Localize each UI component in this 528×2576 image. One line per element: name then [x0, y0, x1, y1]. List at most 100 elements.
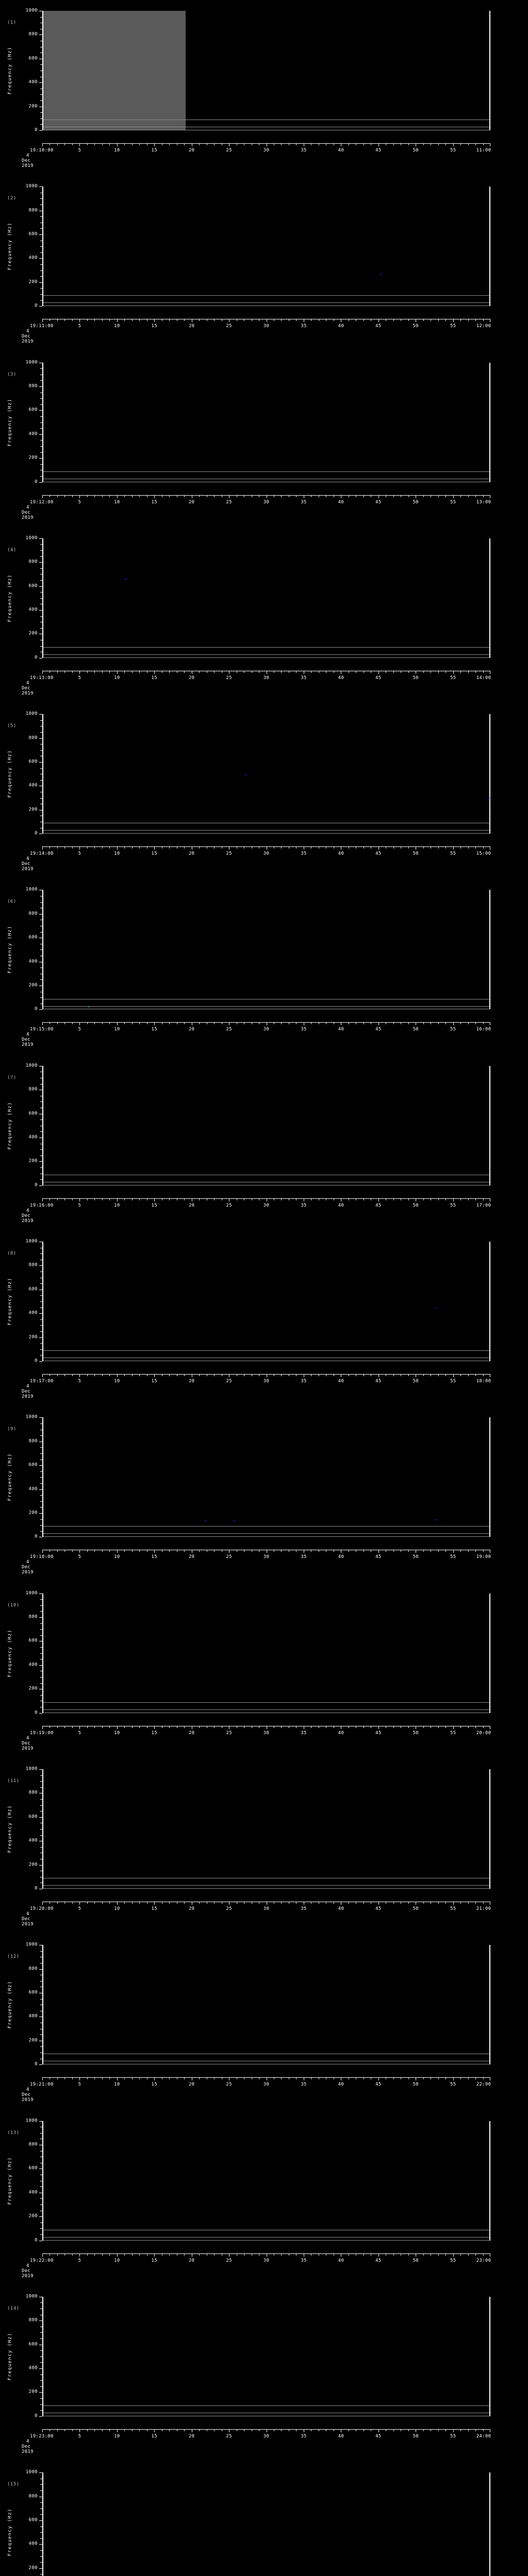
x-axis-date-label-day: 4	[26, 1032, 29, 1038]
y-axis-minor-tick	[40, 428, 42, 429]
frequency-guide-line	[42, 1702, 490, 1703]
x-axis-tick-label: 20	[188, 1027, 195, 1032]
y-axis-tick-label: 600	[28, 935, 38, 940]
plot-area-wrapper: (1) Frequency (Hz) 0 200 400 600 800 1000 19:10:…	[0, 0, 528, 176]
x-axis-minor-tick	[199, 319, 200, 321]
x-axis-minor-tick	[438, 670, 439, 673]
x-axis-tick-label: 50	[412, 1202, 419, 1208]
y-axis-minor-tick	[40, 1787, 42, 1788]
y-axis-major-tick	[39, 1009, 42, 1010]
frequency-guide-line	[42, 654, 490, 655]
panel-index-label: (8)	[7, 1251, 16, 1257]
x-axis-minor-tick	[102, 2253, 103, 2256]
x-axis-minor-tick	[124, 2429, 125, 2431]
panel-index-label: (14)	[7, 2306, 20, 2311]
y-axis-minor-tick	[40, 1611, 42, 1612]
y-axis-minor-tick	[40, 1471, 42, 1472]
panel-index-label: (1)	[7, 20, 16, 25]
x-axis-date-label-day: 4	[26, 1560, 29, 1565]
y-axis-tick-label: 200	[28, 2213, 38, 2219]
y-axis-minor-tick	[40, 979, 42, 980]
x-axis-minor-tick	[124, 846, 125, 849]
x-axis-tick-label: 25	[226, 324, 232, 329]
y-axis-minor-tick	[40, 100, 42, 101]
plot-right-axis-line	[489, 11, 490, 130]
plot-area-wrapper: (14) Frequency (Hz) 0 200 400 600 800 1000 19:23…	[0, 2286, 528, 2462]
plot-box: 0 200 400 600 800 1000	[26, 1767, 490, 1891]
x-axis-minor-tick	[393, 670, 394, 673]
x-axis-end-time-label: 21:00	[476, 1906, 491, 1911]
y-axis-tick-label: 0	[35, 1710, 38, 1716]
plot-area-wrapper: (13) Frequency (Hz) 0 200 400 600 800 1000 19:22…	[0, 2110, 528, 2286]
y-axis-minor-tick	[40, 720, 42, 721]
x-axis-date-label-year: 2019	[22, 2449, 34, 2454]
x-axis-end-time-label: 19:00	[476, 1554, 491, 1560]
x-axis-tick-label: 40	[338, 675, 344, 681]
y-axis-minor-tick	[40, 2332, 42, 2333]
y-axis-minor-tick	[40, 64, 42, 65]
x-axis-minor-tick	[139, 846, 140, 849]
x-axis	[42, 2253, 490, 2257]
x-axis-tick-label: 35	[301, 675, 307, 681]
y-axis-major-tick	[39, 610, 42, 611]
x-axis-minor-tick	[169, 670, 170, 673]
x-axis-minor-tick	[139, 2253, 140, 2256]
panel-index-label: (12)	[7, 1954, 20, 1960]
x-axis-minor-tick	[72, 495, 73, 497]
x-axis	[42, 1198, 490, 1201]
x-axis-start-time-label: 19:18:00	[30, 1554, 54, 1560]
y-axis-minor-tick	[40, 1179, 42, 1180]
x-axis-major-tick	[117, 143, 118, 146]
x-axis-minor-tick	[475, 143, 476, 145]
y-axis-tick-label: 800	[28, 1790, 38, 1795]
y-axis-major-tick	[39, 1817, 42, 1818]
x-axis-minor-tick	[72, 1725, 73, 1728]
x-axis-minor-tick	[87, 495, 88, 497]
x-axis-tick-label: 20	[188, 1730, 195, 1736]
x-axis-end-time-label: 20:00	[476, 1730, 491, 1736]
y-axis-minor-tick	[40, 1647, 42, 1648]
x-axis-minor-tick	[423, 670, 424, 673]
x-axis-minor-tick	[281, 2077, 282, 2080]
x-axis-tick-label: 50	[412, 2433, 419, 2439]
x-axis-tick-label: 10	[114, 324, 120, 329]
y-axis-minor-tick	[40, 216, 42, 217]
x-axis-minor-tick	[438, 846, 439, 849]
y-axis-minor-tick	[40, 246, 42, 247]
detection-marker	[125, 578, 127, 580]
frequency-guide-line	[42, 1526, 490, 1527]
x-axis-minor-tick	[139, 2429, 140, 2431]
y-axis-tick-label: 600	[28, 2517, 38, 2523]
x-axis-minor-tick	[483, 495, 484, 497]
x-axis-major-tick	[378, 846, 379, 850]
y-axis-minor-tick	[40, 646, 42, 647]
x-axis-tick-label: 30	[263, 1906, 270, 1911]
x-axis-tick-label: 20	[188, 2433, 195, 2439]
x-axis-tick-label: 20	[188, 2258, 195, 2263]
y-axis-tick-label: 1000	[25, 887, 38, 892]
x-axis-end-time-label: 22:00	[476, 2082, 491, 2088]
x-axis-minor-tick	[57, 1725, 58, 1728]
x-axis-minor-tick	[468, 2429, 469, 2431]
x-axis-minor-tick	[169, 2253, 170, 2256]
y-axis-major-tick	[39, 482, 42, 483]
y-axis-minor-tick	[40, 2338, 42, 2340]
y-axis-minor-tick	[40, 1605, 42, 1606]
x-axis-tick-label: 55	[450, 675, 456, 681]
x-axis-tick-label: 15	[151, 1027, 157, 1032]
x-axis-minor-tick	[184, 670, 185, 673]
x-axis-minor-tick	[281, 2253, 282, 2256]
x-axis-major-tick	[453, 1374, 454, 1378]
x-axis-minor-tick	[281, 670, 282, 673]
x-axis-major-tick	[453, 2253, 454, 2257]
x-axis-minor-tick	[87, 846, 88, 849]
x-axis-major-tick	[79, 1198, 80, 1201]
y-axis-title: Frequency (Hz)	[6, 363, 13, 482]
x-axis-minor-tick	[64, 2077, 65, 2080]
y-axis-tick-label: 400	[28, 1662, 38, 1668]
x-axis-minor-tick	[281, 1374, 282, 1377]
y-axis-minor-tick	[40, 380, 42, 381]
x-axis-minor-tick	[72, 2429, 73, 2431]
x-axis-minor-tick	[423, 1550, 424, 1552]
x-axis-minor-tick	[423, 2077, 424, 2080]
